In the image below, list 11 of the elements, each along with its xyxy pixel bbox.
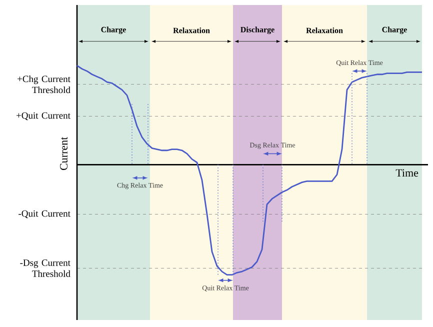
text: Relaxation [306,28,343,34]
ref-line-label: +Quit Current [16,112,70,120]
text: Charge [382,26,407,34]
x-axis-title: Time [396,169,418,177]
text: Discharge [240,26,274,34]
ref-line-label: +Chg Current Threshold [18,75,70,94]
y-axis-title: Current [60,136,68,170]
text: Relaxation [173,28,210,34]
text: Charge [101,26,126,34]
ref-line-label: -Dsg Current Threshold [20,260,70,277]
ref-line-label: -Quit Current [18,210,70,218]
